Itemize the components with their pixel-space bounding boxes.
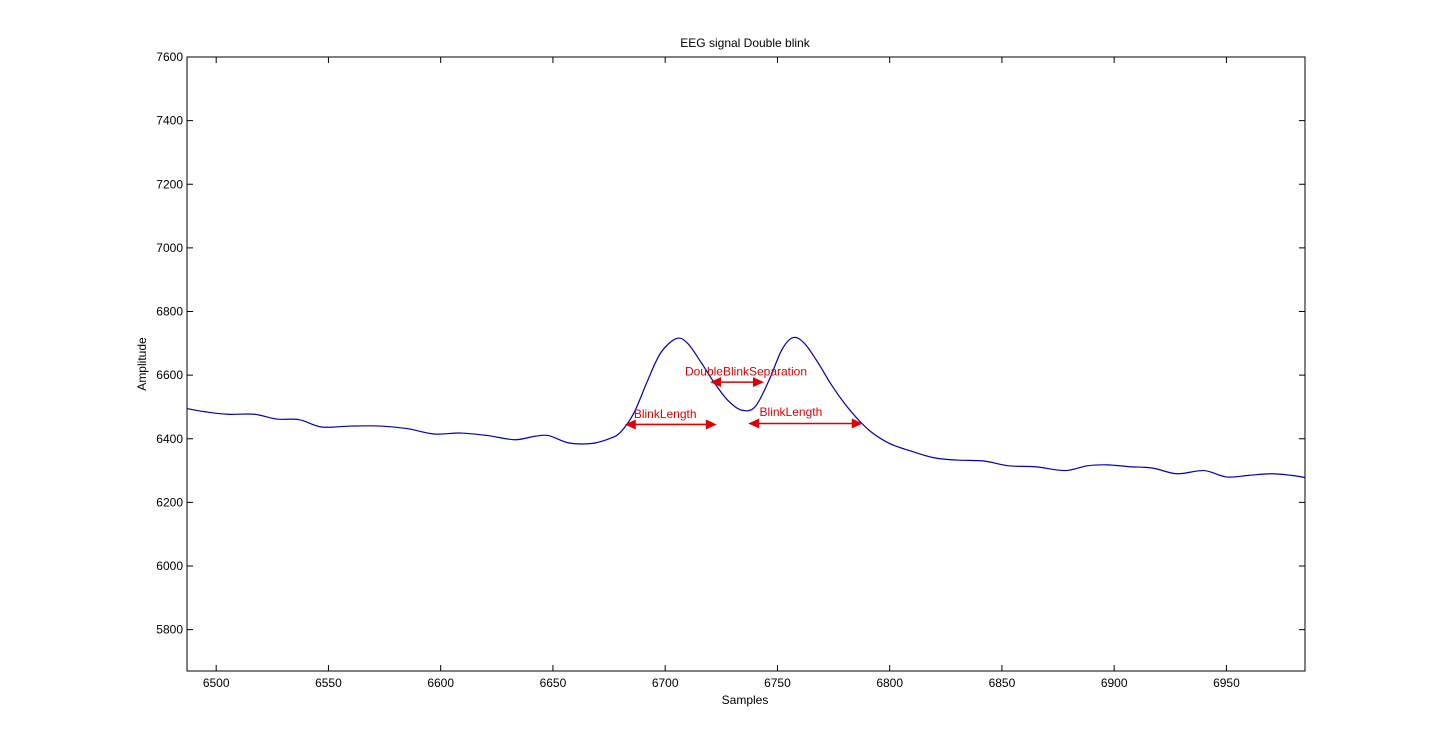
x-tick-label: 6600 <box>427 676 454 690</box>
y-tick-label: 6400 <box>156 432 183 446</box>
y-tick-label: 6800 <box>156 305 183 319</box>
annotation-arrowhead-right <box>752 377 764 388</box>
y-tick-label: 7400 <box>156 114 183 128</box>
y-tick-label: 5800 <box>156 623 183 637</box>
x-tick-label: 6650 <box>540 676 567 690</box>
y-tick-label: 7200 <box>156 177 183 191</box>
axes-frame <box>186 56 1306 672</box>
annotation-label: BlinkLength <box>634 407 697 421</box>
annotation-arrowhead-left <box>710 377 722 388</box>
x-tick-label: 6500 <box>203 676 230 690</box>
y-tick-label: 6200 <box>156 495 183 509</box>
x-axis-label: Samples <box>722 693 769 707</box>
annotation-label: BlinkLength <box>760 405 823 419</box>
annotation-arrowhead-left <box>748 418 760 429</box>
x-tick-label: 6750 <box>764 676 791 690</box>
annotation-arrowhead-left <box>624 419 636 430</box>
x-tick-label: 6900 <box>1101 676 1128 690</box>
eeg-signal-line <box>187 336 1305 479</box>
x-tick-label: 6950 <box>1213 676 1240 690</box>
x-tick-label: 6550 <box>315 676 342 690</box>
y-tick-label: 7600 <box>156 50 183 64</box>
y-tick-label: 7000 <box>156 241 183 255</box>
y-tick-label: 6000 <box>156 559 183 573</box>
annotation-arrowhead-right <box>851 418 863 429</box>
chart-title: EEG signal Double blink <box>680 36 810 50</box>
annotation-arrowhead-right <box>705 419 717 430</box>
y-axis-label: Amplitude <box>135 337 149 391</box>
x-tick-label: 6850 <box>989 676 1016 690</box>
x-tick-label: 6800 <box>876 676 903 690</box>
annotation-label: DoubleBlinkSeparation <box>685 364 807 378</box>
y-tick-label: 6600 <box>156 368 183 382</box>
plot-area: 6500 6550 6600 6650 6700 6750 6800 6850 6900 6950… <box>156 50 1306 690</box>
x-tick-label: 6700 <box>652 676 679 690</box>
